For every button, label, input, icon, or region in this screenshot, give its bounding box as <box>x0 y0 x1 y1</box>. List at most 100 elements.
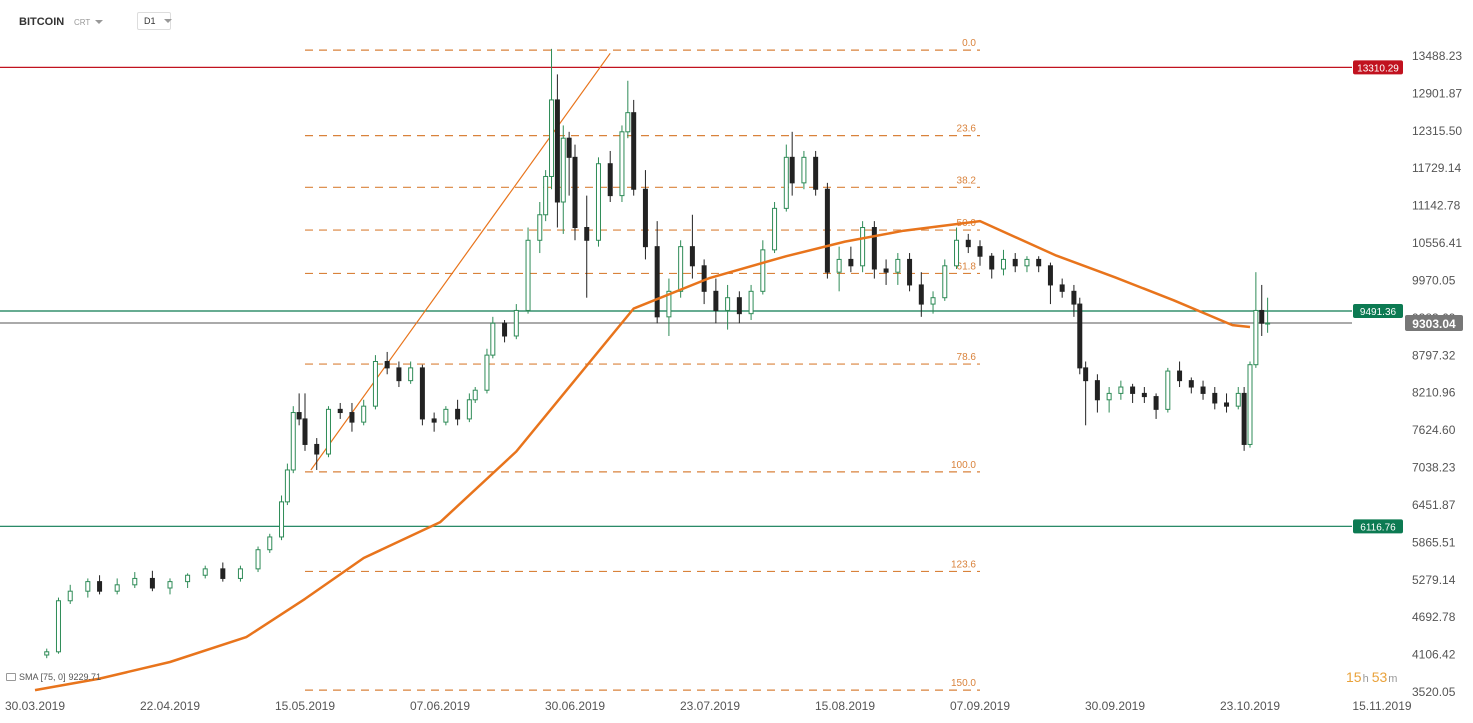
fib-level-label-5: 78.6 <box>957 352 977 363</box>
candle-body-80 <box>954 239 960 267</box>
price-level-tag-3 <box>1353 519 1403 534</box>
candle-body-56 <box>678 246 684 292</box>
indicator-settings-icon[interactable] <box>6 673 16 681</box>
candle-body-19 <box>302 418 308 445</box>
candle-body-55 <box>666 290 672 318</box>
y-tick-label-9: 8210.96 <box>1412 386 1456 400</box>
candle-body-71 <box>848 258 854 267</box>
candle-body-41 <box>543 175 549 216</box>
candle-body-34 <box>472 389 478 401</box>
candle-body-59 <box>713 290 719 311</box>
candle-body-110 <box>1265 322 1271 325</box>
candle-body-54 <box>654 246 660 318</box>
candle-body-42 <box>549 99 555 177</box>
price-level-tag-0 <box>1353 60 1403 75</box>
sma-indicator-label[interactable]: SMA [75, 0] 9229.71 <box>6 672 101 682</box>
sma-label: SMA [75, 0] <box>19 672 66 682</box>
candle-body-83 <box>989 255 995 270</box>
x-tick-label-4: 30.06.2019 <box>545 699 605 713</box>
candle-body-69 <box>824 188 830 273</box>
fib-level-label-8: 150.0 <box>951 678 976 689</box>
price-level-label-3: 6116.76 <box>1360 522 1396 533</box>
candle-body-92 <box>1083 367 1089 382</box>
candle-body-109 <box>1259 309 1265 324</box>
candle-body-2 <box>67 590 73 602</box>
candle-body-15 <box>279 501 285 538</box>
candle-body-107 <box>1247 364 1253 445</box>
candle-body-22 <box>337 408 343 414</box>
fib-level-label-2: 38.2 <box>957 175 977 186</box>
candle-body-11 <box>220 568 226 579</box>
y-tick-label-10: 7624.60 <box>1412 423 1456 437</box>
candle-body-70 <box>836 258 842 273</box>
candle-body-10 <box>202 568 208 576</box>
candle-body-24 <box>361 405 367 423</box>
candle-body-78 <box>930 297 936 305</box>
price-level-tag-1 <box>1353 304 1403 319</box>
y-tick-label-1: 12901.87 <box>1412 86 1462 100</box>
y-tick-label-11: 7038.23 <box>1412 461 1456 475</box>
timeframe-dropdown[interactable]: D1 <box>137 12 172 30</box>
price-level-label-2: 9303.04 <box>1412 317 1456 331</box>
candle-body-105 <box>1235 392 1241 407</box>
candle-body-28 <box>408 367 414 382</box>
candle-body-108 <box>1253 309 1259 366</box>
candle-body-99 <box>1165 370 1171 410</box>
candle-body-25 <box>372 361 378 407</box>
candle-body-82 <box>977 246 983 257</box>
timer-hours: 15 <box>1346 669 1362 685</box>
candle-body-49 <box>607 163 613 197</box>
fib-level-label-1: 23.6 <box>957 124 977 135</box>
sma-line <box>34 219 1251 692</box>
y-tick-label-16: 4106.42 <box>1412 648 1456 662</box>
source-dropdown[interactable]: CRT <box>74 12 104 32</box>
trendline <box>310 52 611 471</box>
candle-body-102 <box>1200 386 1206 394</box>
price-level-label-0: 13310.29 <box>1357 63 1399 74</box>
candle-body-98 <box>1153 396 1159 410</box>
candle-body-84 <box>1000 258 1006 270</box>
candle-body-13 <box>255 549 261 570</box>
x-tick-label-10: 15.11.2019 <box>1352 699 1411 713</box>
candle-body-81 <box>965 239 971 248</box>
timer-minutes: 53 <box>1371 669 1388 685</box>
candle-body-53 <box>642 188 648 248</box>
x-tick-label-1: 22.04.2019 <box>140 699 200 713</box>
candle-body-5 <box>114 584 120 592</box>
symbol-name: BITCOIN <box>19 16 65 28</box>
candle-body-79 <box>942 265 948 299</box>
timeframe-label: D1 <box>144 16 156 26</box>
candle-body-44 <box>560 137 566 203</box>
candle-body-45 <box>566 137 572 158</box>
candle-body-48 <box>595 163 601 241</box>
candle-body-32 <box>455 408 461 420</box>
candle-body-39 <box>525 239 531 311</box>
x-tick-label-2: 15.05.2019 <box>275 699 335 713</box>
fib-level-label-6: 100.0 <box>951 460 976 471</box>
candle-body-97 <box>1141 392 1147 398</box>
candle-body-46 <box>572 156 578 229</box>
fib-level-label-0: 0.0 <box>962 38 976 49</box>
candle-body-67 <box>801 156 807 184</box>
candle-body-40 <box>537 214 543 241</box>
chevron-down-icon <box>163 19 172 23</box>
source-label: CRT <box>74 17 91 27</box>
candle-body-16 <box>284 469 290 503</box>
candle-body-72 <box>860 227 866 267</box>
x-tick-label-5: 23.07.2019 <box>680 699 740 713</box>
candle-body-29 <box>419 367 425 420</box>
candle-body-36 <box>490 322 496 356</box>
candle-body-21 <box>325 408 331 455</box>
y-tick-label-0: 13488.23 <box>1412 49 1462 63</box>
y-tick-label-3: 11729.14 <box>1412 161 1461 175</box>
candle-body-94 <box>1106 392 1112 401</box>
candle-body-52 <box>631 112 637 190</box>
candle-body-100 <box>1177 370 1183 382</box>
candle-body-91 <box>1077 303 1083 369</box>
candle-body-23 <box>349 412 355 423</box>
candle-body-90 <box>1071 290 1077 305</box>
candle-body-35 <box>484 354 490 391</box>
candle-body-64 <box>772 207 778 251</box>
y-tick-label-5: 10556.41 <box>1412 236 1462 250</box>
